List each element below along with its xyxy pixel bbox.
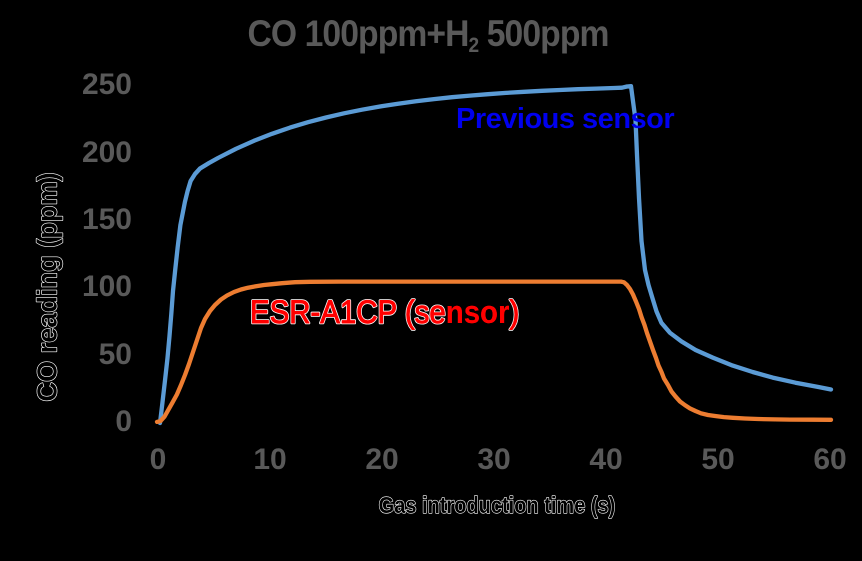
svg-text:Gas introduction time (s): Gas introduction time (s) bbox=[379, 492, 616, 519]
svg-text:CO reading (ppm): CO reading (ppm) bbox=[31, 172, 62, 401]
svg-text:ESR-A1CP (sensor): ESR-A1CP (sensor) bbox=[250, 294, 519, 330]
svg-text:ESR-A1CP (sensor): ESR-A1CP (sensor) bbox=[250, 294, 519, 330]
